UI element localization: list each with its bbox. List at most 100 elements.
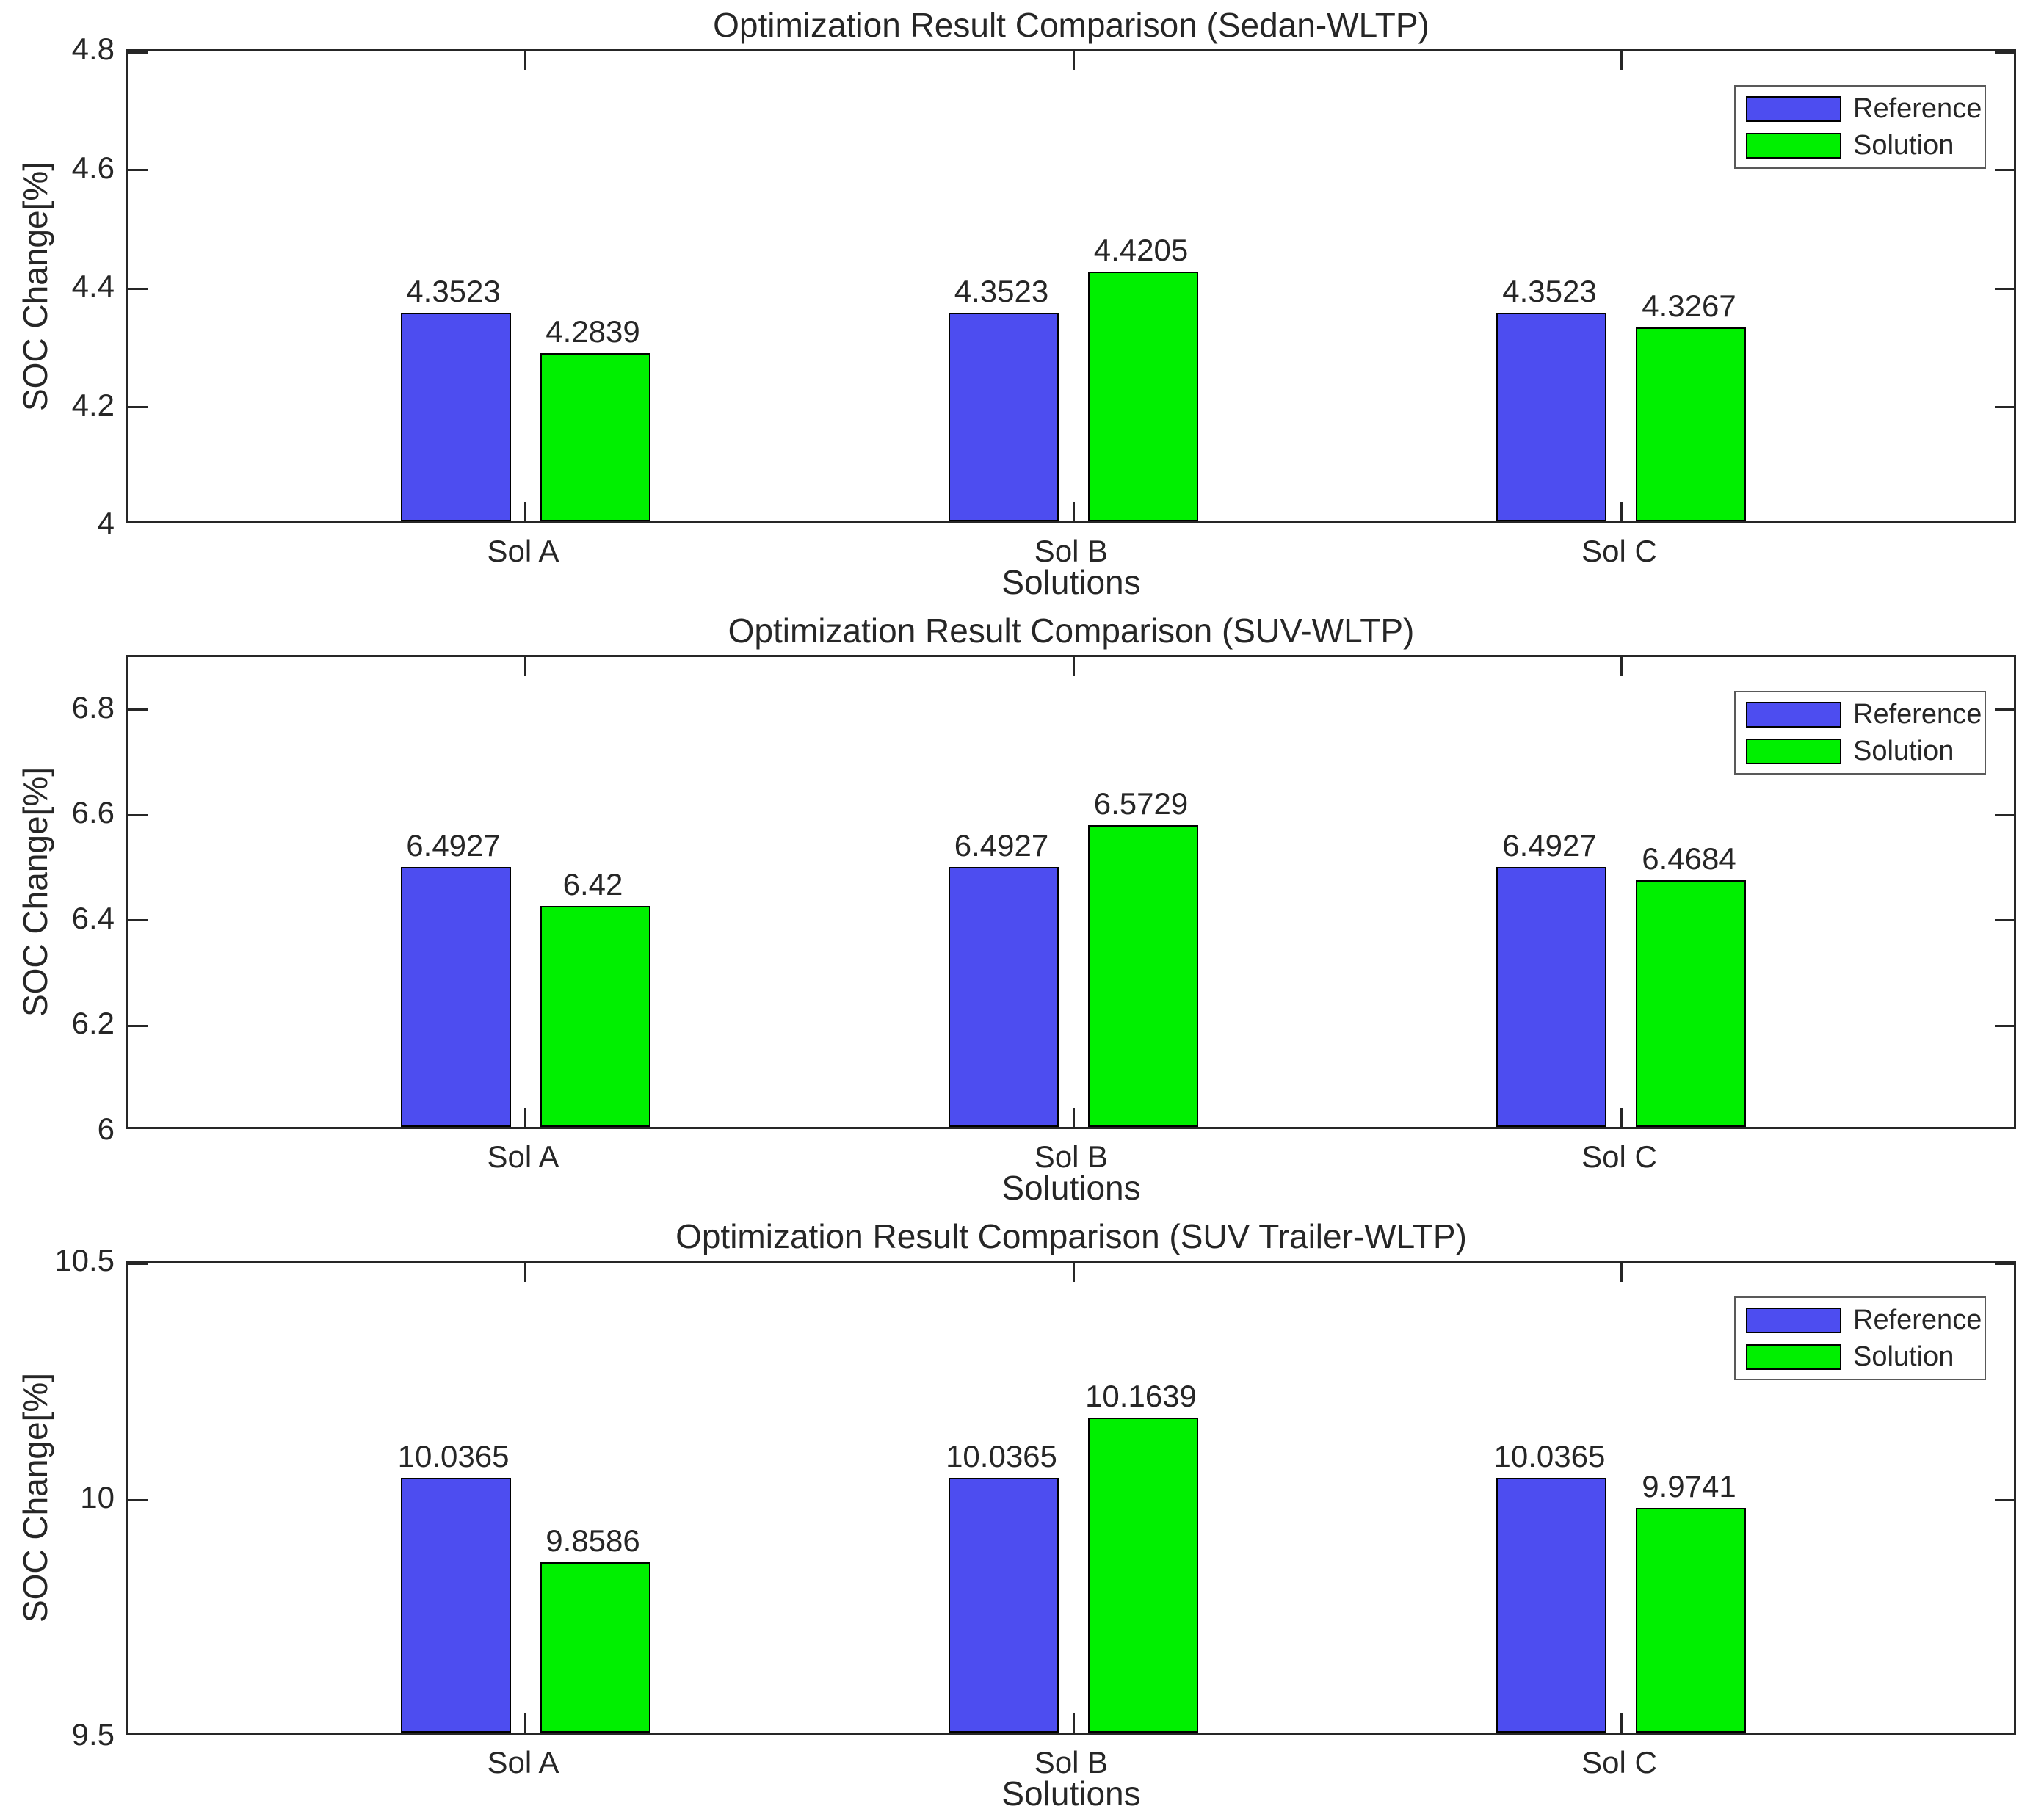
y-tick-label: 4 [97,506,115,540]
x-tick-label: Sol A [487,534,559,568]
y-tick-left [128,169,148,171]
x-axis-label: Solutions [1001,1774,1141,1813]
subplot-suv-wltp: Optimization Result Comparison (SUV-WLTP… [0,606,2044,1211]
bar-solution-sol-b [1088,824,1198,1127]
bar-value-label: 10.0365 [397,1439,510,1474]
bar-value-label: 4.3523 [406,273,501,308]
y-tick-label: 4.4 [71,269,115,303]
y-tick-left [128,1498,148,1501]
bar-value-label: 4.3267 [1642,289,1736,324]
x-tick-bottom [1620,502,1623,521]
x-axis-label: Solutions [1001,563,1141,601]
x-tick-label: Sol C [1581,534,1657,568]
bar-solution-sol-a [540,1562,650,1733]
bar-value-label: 4.4205 [1093,233,1189,268]
legend-swatch-reference [1746,701,1841,728]
y-tick-right [1995,919,2014,922]
legend-swatch-solution [1746,738,1841,764]
y-tick-label: 6 [97,1111,115,1146]
legend: Reference Solution [1734,85,1986,169]
x-tick-top [524,1263,527,1282]
legend-label-reference: Reference [1853,1305,1982,1335]
y-tick-right [1995,51,2014,54]
y-tick-left [128,813,148,816]
y-tick-left [128,51,148,54]
bar-reference-sol-a [400,312,511,521]
y-tick-left [128,406,148,408]
x-axis-label: Solutions [1001,1169,1141,1207]
bar-value-label: 6.4684 [1642,841,1736,876]
axes-box: Reference Solution [126,49,2016,523]
legend-item-solution: Solution [1746,131,1985,160]
bar-value-label: 10.0365 [1493,1439,1606,1474]
bar-reference-sol-b [949,867,1059,1127]
y-tick-label: 4.6 [71,150,115,185]
legend-label-reference: Reference [1853,699,1982,730]
legend-label-solution: Solution [1853,130,1954,161]
y-tick-label: 6.2 [71,1006,115,1041]
y-tick-left [128,708,148,711]
y-tick-left [128,521,148,523]
bar-solution-sol-c [1636,327,1747,521]
bar-solution-sol-a [540,905,650,1127]
bar-value-label: 6.4927 [954,828,1049,863]
bar-reference-sol-c [1496,312,1607,521]
y-tick-right [1995,406,2014,408]
bar-solution-sol-b [1088,1418,1198,1733]
y-tick-left [128,1733,148,1735]
x-tick-bottom [1072,502,1075,521]
y-tick-right [1995,813,2014,816]
x-tick-bottom [524,1713,527,1733]
bar-reference-sol-c [1496,1478,1607,1733]
plot-title: Optimization Result Comparison (SUV-WLTP… [728,612,1415,650]
bar-value-label: 4.2839 [546,313,640,349]
subplot-sedan-wltp: Optimization Result Comparison (Sedan-WL… [0,0,2044,606]
y-tick-right [1995,1024,2014,1027]
y-tick-label: 9.5 [71,1717,115,1752]
bar-solution-sol-b [1088,272,1198,521]
bar-reference-sol-c [1496,867,1607,1127]
legend-item-solution: Solution [1746,1342,1985,1371]
bar-solution-sol-c [1636,1507,1747,1733]
legend-item-reference: Reference [1746,700,1985,729]
bar-value-label: 10.1639 [1085,1379,1197,1414]
x-tick-top [1620,1263,1623,1282]
x-tick-label: Sol C [1581,1139,1657,1174]
x-tick-bottom [524,502,527,521]
axes-box: Reference Solution [126,655,2016,1129]
legend-item-solution: Solution [1746,736,1985,766]
y-tick-label: 10 [80,1480,115,1515]
y-tick-label: 4.8 [71,32,115,66]
plot-title: Optimization Result Comparison (Sedan-WL… [713,6,1429,44]
y-tick-right [1995,169,2014,171]
y-tick-right [1995,708,2014,711]
y-tick-right [1995,287,2014,290]
x-tick-top [1072,1263,1075,1282]
legend-swatch-reference [1746,1307,1841,1333]
bar-value-label: 9.8586 [546,1523,640,1559]
x-tick-top [524,657,527,676]
x-tick-label: Sol B [1034,1745,1109,1780]
bar-value-label: 9.9741 [1642,1468,1736,1504]
bar-value-label: 4.3523 [1502,273,1597,308]
x-tick-top [1620,51,1623,70]
x-tick-bottom [524,1108,527,1127]
x-tick-top [524,51,527,70]
x-tick-label: Sol A [487,1745,559,1780]
x-tick-label: Sol B [1034,1139,1109,1174]
y-tick-label: 6.4 [71,900,115,935]
y-tick-left [128,1024,148,1027]
x-tick-bottom [1072,1713,1075,1733]
legend-item-reference: Reference [1746,1305,1985,1335]
subplot-suv-trailer-wltp: Optimization Result Comparison (SUV Trai… [0,1211,2044,1817]
x-tick-top [1072,657,1075,676]
bar-reference-sol-b [949,1478,1059,1733]
bar-value-label: 6.5729 [1093,786,1189,821]
x-tick-bottom [1072,1108,1075,1127]
x-tick-top [1072,51,1075,70]
y-tick-left [128,919,148,922]
plot-title: Optimization Result Comparison (SUV Trai… [675,1217,1467,1255]
bar-solution-sol-a [540,352,650,521]
x-tick-label: Sol B [1034,534,1109,568]
